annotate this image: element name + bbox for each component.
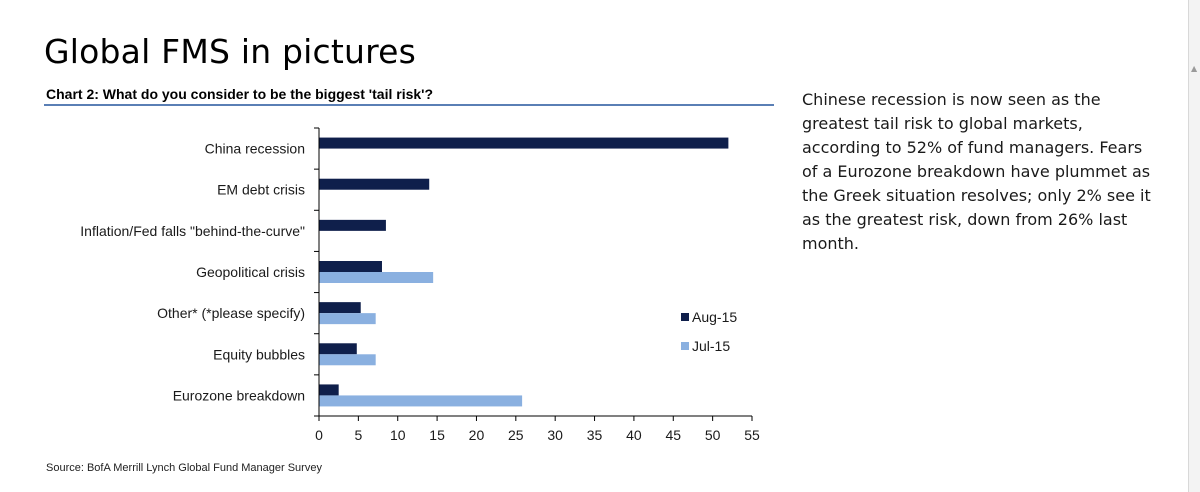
bar-jul-15-6	[319, 395, 523, 407]
bar-jul-15-4	[319, 313, 376, 325]
legend-swatch-jul-15	[681, 342, 689, 350]
labels-layer: China recession EM debt crisis Inflation/F…	[80, 141, 760, 443]
category-label: Geopolitical crisis	[196, 264, 305, 280]
x-tick-label: 25	[508, 427, 524, 443]
category-label: China recession	[205, 141, 305, 157]
scrollbar[interactable]: ▲	[1188, 0, 1200, 492]
legend-label-aug-15: Aug-15	[692, 309, 737, 325]
x-tick-label: 0	[315, 427, 323, 443]
chart-title: Chart 2: What do you consider to be the …	[46, 86, 434, 102]
bars-layer	[319, 137, 729, 407]
legend: Aug-15 Jul-15	[681, 309, 737, 354]
x-tick-label: 35	[587, 427, 603, 443]
x-tick-label: 40	[626, 427, 642, 443]
x-tick-label: 5	[354, 427, 362, 443]
commentary-text: Chinese recession is now seen as the gre…	[802, 90, 1151, 253]
bar-aug-15-5	[319, 343, 357, 355]
x-tick-label: 45	[665, 427, 681, 443]
x-tick-label: 20	[469, 427, 485, 443]
category-label: Equity bubbles	[213, 346, 305, 362]
x-tick-label: 30	[547, 427, 563, 443]
bar-aug-15-6	[319, 384, 339, 396]
category-label: Eurozone breakdown	[173, 387, 305, 403]
category-label: EM debt crisis	[217, 182, 305, 198]
legend-label-jul-15: Jul-15	[692, 338, 730, 354]
legend-swatch-aug-15	[681, 313, 689, 321]
bar-aug-15-2	[319, 219, 386, 231]
category-label: Other* (*please specify)	[157, 305, 305, 321]
bar-aug-15-3	[319, 261, 382, 272]
tail-risk-bar-chart: China recession EM debt crisis Inflation/F…	[80, 127, 760, 443]
x-tick-label: 15	[429, 427, 445, 443]
scroll-up-arrow-icon[interactable]: ▲	[1191, 64, 1198, 73]
x-tick-label: 50	[705, 427, 721, 443]
x-tick-label: 10	[390, 427, 406, 443]
title-divider	[44, 104, 774, 106]
bar-aug-15-0	[319, 137, 729, 149]
category-label: Inflation/Fed falls "behind-the-curve"	[80, 223, 305, 239]
axes-layer	[314, 127, 753, 421]
source-note: Source: BofA Merrill Lynch Global Fund M…	[46, 462, 322, 474]
x-tick-label: 55	[744, 427, 760, 443]
bar-jul-15-5	[319, 354, 376, 366]
bar-jul-15-3	[319, 272, 434, 283]
page-title: Global FMS in pictures	[44, 32, 417, 71]
bar-aug-15-4	[319, 302, 361, 314]
bar-aug-15-1	[319, 178, 430, 190]
